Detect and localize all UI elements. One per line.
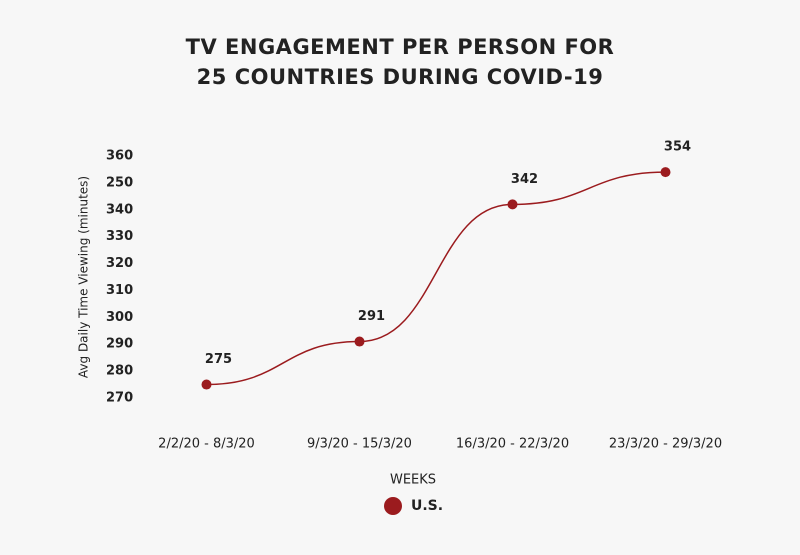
y-tick-label: 330 [106, 229, 133, 244]
legend-label: U.S. [411, 498, 443, 514]
legend-marker [384, 497, 402, 515]
x-axis-label: WEEKS [390, 473, 436, 488]
data-label: 354 [664, 140, 691, 155]
y-tick-label: 360 [106, 149, 133, 164]
x-tick-label: 2/2/20 - 8/3/20 [158, 437, 255, 452]
y-tick-label: 320 [106, 256, 133, 271]
y-tick-label: 310 [106, 283, 133, 298]
y-axis-label: Avg Daily Time Viewing (minutes) [77, 176, 91, 378]
point [660, 167, 671, 178]
data-label: 291 [358, 309, 385, 324]
point [201, 379, 212, 390]
y-tick-label: 290 [106, 337, 133, 352]
y-tick-label: 280 [106, 364, 133, 379]
data-label: 275 [205, 352, 232, 367]
x-tick-label: 9/3/20 - 15/3/20 [307, 437, 412, 452]
chart-title: TV ENGAGEMENT PER PERSON FOR [186, 35, 615, 59]
point [507, 199, 518, 210]
chart-title: 25 COUNTRIES DURING COVID-19 [197, 65, 604, 89]
y-tick-label: 250 [106, 175, 133, 190]
y-tick-label: 340 [106, 202, 133, 217]
line [206, 171, 666, 386]
y-tick-label: 300 [106, 310, 133, 325]
data-label: 342 [511, 172, 538, 187]
x-tick-label: 16/3/20 - 22/3/20 [456, 437, 569, 452]
x-tick-label: 23/3/20 - 29/3/20 [609, 437, 722, 452]
point [354, 336, 365, 347]
y-tick-label: 270 [106, 391, 133, 406]
